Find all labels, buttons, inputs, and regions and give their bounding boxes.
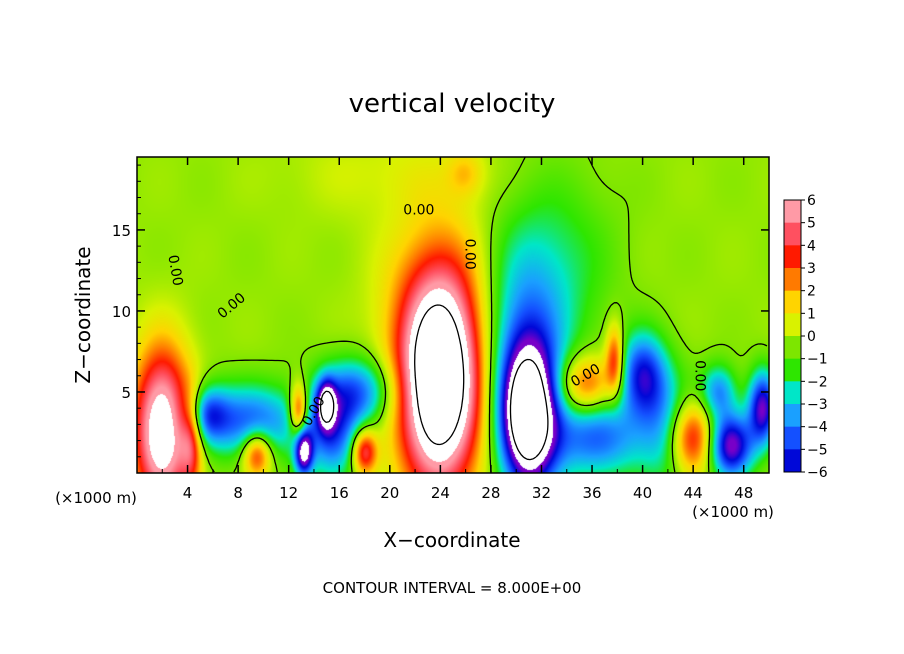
contour-label: 0.00: [403, 202, 434, 218]
zero-contours: [195, 156, 768, 473]
z-unit-label: (×1000 m): [55, 489, 137, 507]
x-tick-label: 40: [633, 484, 652, 502]
heatmap-field: [137, 157, 769, 473]
colorbar-swatch: [784, 245, 801, 269]
x-tick-label: 20: [380, 484, 399, 502]
colorbar-label: −4: [807, 420, 828, 436]
y-tick-label: 10: [112, 303, 131, 321]
colorbar: 6 5 4 3 2 1 0 −1 −2 −3 −4 −5 −6: [783, 193, 828, 481]
x-axis: 4 8 12 16 20 24 28 32 36 40 44 48: [161, 157, 753, 502]
y-tick-label: 15: [112, 222, 131, 240]
colorbar-swatch: [784, 381, 801, 405]
contour-label: 0.00: [164, 254, 185, 287]
colorbar-label: 1: [807, 306, 816, 322]
colorbar-label: −1: [807, 352, 828, 368]
x-tick-label: 4: [183, 484, 193, 502]
x-tick-label: 24: [431, 484, 450, 502]
colorbar-label: 2: [807, 284, 816, 300]
y-tick-label: 5: [121, 384, 131, 402]
colorbar-label: 5: [807, 216, 816, 232]
x-tick-label: 36: [582, 484, 601, 502]
chart-title: vertical velocity: [349, 89, 556, 119]
x-tick-label: 28: [481, 484, 500, 502]
x-axis-label: X−coordinate: [383, 528, 520, 552]
colorbar-label: 0: [807, 329, 816, 345]
zero-contour: [414, 304, 465, 446]
colorbar-label: −6: [807, 465, 828, 481]
x-tick-label: 16: [330, 484, 349, 502]
plot-frame: [136, 156, 770, 474]
colorbar-swatch: [784, 426, 801, 450]
plot-area: 0.000.000.000.000.000.00 0.00: [136, 156, 770, 474]
colorbar-swatch: [784, 290, 801, 314]
colorbar-swatch: [784, 404, 801, 428]
x-unit-label: (×1000 m): [692, 503, 774, 521]
contour-interval-footer: CONTOUR INTERVAL = 8.000E+00: [323, 579, 582, 597]
colorbar-swatch: [784, 449, 801, 473]
y-axis: 5 10 15: [112, 164, 769, 458]
x-tick-label: 8: [233, 484, 243, 502]
colorbar-swatch: [784, 336, 801, 360]
x-tick-label: 32: [532, 484, 551, 502]
colorbar-swatch: [784, 358, 801, 382]
negative-contour: [319, 358, 549, 461]
colorbar-swatch: [784, 222, 801, 246]
x-tick-label: 48: [734, 484, 753, 502]
contour-label: 0.00: [691, 360, 707, 391]
colorbar-swatch: [784, 313, 801, 337]
y-axis-label: Z−coordinate: [71, 246, 95, 383]
colorbar-label: −3: [807, 397, 828, 413]
colorbar-label: 4: [807, 238, 816, 254]
colorbar-label: 6: [807, 193, 816, 209]
colorbar-label: −5: [807, 442, 828, 458]
zero-contour: [195, 156, 768, 473]
x-tick-label: 12: [279, 484, 298, 502]
colorbar-swatch: [784, 200, 801, 224]
x-tick-label: 44: [684, 484, 703, 502]
contour-label: 0.00: [461, 239, 477, 270]
colorbar-label: −2: [807, 374, 828, 390]
colorbar-label: 3: [807, 261, 816, 277]
colorbar-swatch: [784, 268, 801, 292]
